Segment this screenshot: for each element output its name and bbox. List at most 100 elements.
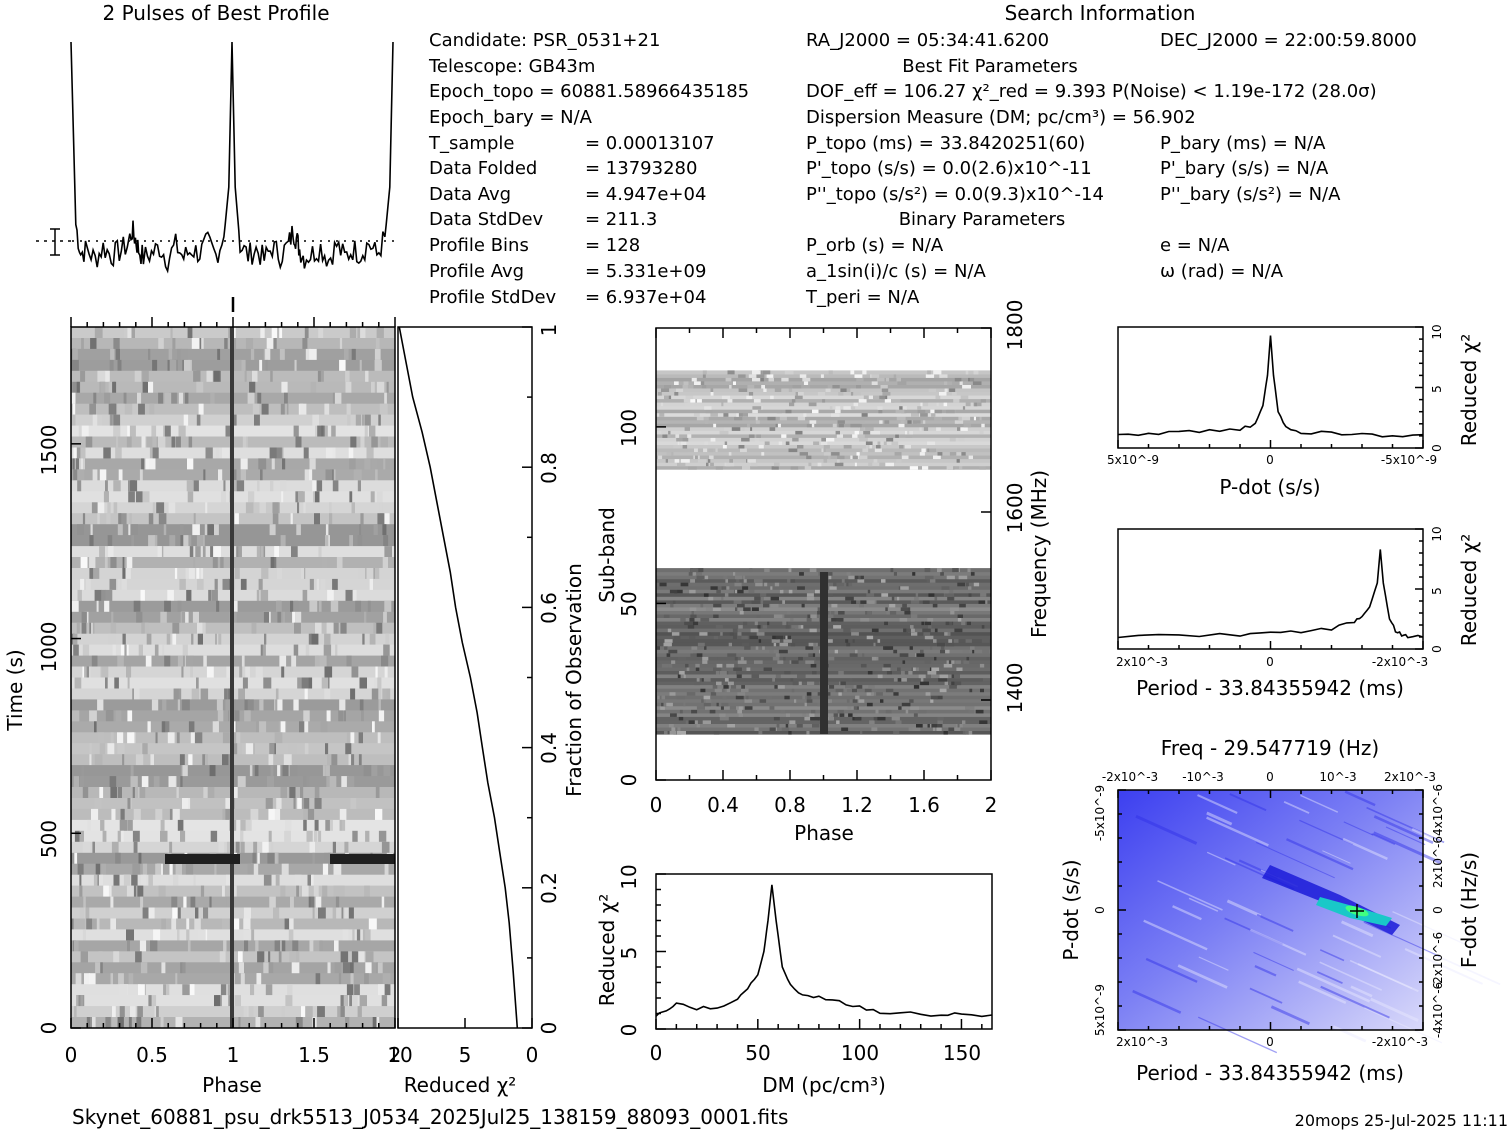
subband-cell	[678, 716, 684, 721]
time-phase-cell	[162, 644, 165, 657]
subband-cell	[886, 670, 892, 675]
subband-cell	[709, 455, 714, 460]
time-phase-cell	[115, 710, 122, 722]
subband-cell	[908, 727, 914, 731]
subband-cell	[702, 656, 709, 661]
time-phase-cell	[117, 787, 122, 799]
subband-cell	[829, 405, 833, 410]
time-phase-cell	[80, 458, 83, 470]
time-phase-cell	[147, 436, 153, 448]
subband-cell	[815, 656, 821, 661]
subband-cell	[691, 709, 698, 714]
subband-cell	[968, 455, 973, 460]
subband-cell	[891, 596, 895, 601]
time-phase-cell	[379, 403, 388, 416]
time-phase-cell	[169, 392, 177, 405]
subband-cell	[946, 409, 955, 414]
period-ticks	[1117, 528, 1424, 650]
subband-cell	[858, 575, 861, 580]
time-chi2-ticks	[397, 326, 533, 1029]
subband-cell	[746, 667, 751, 671]
pe-ytick-label: 5	[1430, 587, 1444, 595]
subband-cell	[705, 607, 713, 611]
subband-cell	[794, 395, 803, 400]
time-phase-cell	[177, 600, 182, 613]
pp-streak	[1206, 816, 1269, 847]
subband-cell	[913, 667, 916, 671]
time-phase-cell	[233, 885, 237, 898]
subband-cell	[682, 444, 688, 449]
subband-cell	[788, 589, 793, 594]
subband-cell	[856, 702, 865, 707]
subband-cell	[722, 695, 727, 700]
subband-cell	[689, 617, 695, 622]
subband-cell	[828, 370, 833, 375]
time-phase-cell	[103, 885, 109, 898]
time-phase-cell	[182, 984, 190, 996]
time-phase-cell	[232, 414, 237, 427]
time-phase-cell	[314, 819, 319, 832]
pd-topo-text: P'_topo (s/s) = 0.0(2.6)x10^-11	[806, 158, 1092, 179]
subband-cell	[677, 730, 686, 735]
tsample-value: = 0.00013107	[585, 133, 715, 154]
dm-ytick-label: 5	[617, 947, 641, 960]
time-phase-cell	[161, 918, 166, 930]
time-phase-cell	[351, 951, 359, 963]
time-phase-cell	[347, 414, 351, 427]
subband-cell	[726, 663, 735, 668]
time-phase-cell	[301, 568, 305, 580]
subband-cell	[836, 582, 844, 587]
subband-cell	[674, 391, 679, 396]
time-phase-cell	[278, 940, 286, 952]
subband-cell	[725, 578, 728, 583]
time-phase-cell	[243, 1006, 248, 1018]
pp-ytick-label: -5x10^-9	[1093, 785, 1107, 841]
telescope-text: Telescope: GB43m	[428, 56, 595, 77]
subband-cell	[798, 624, 801, 629]
time-phase-cell	[261, 644, 266, 657]
time-phase-cell	[269, 743, 275, 755]
subband-cell	[812, 723, 820, 728]
tc-xlabel: Reduced χ²	[404, 1073, 517, 1097]
time-phase-cell	[196, 535, 204, 547]
time-phase-cell	[205, 502, 208, 514]
dm-ylabel: Reduced χ²	[595, 894, 619, 1007]
time-phase-cell	[231, 600, 238, 613]
subband-cell	[736, 578, 740, 583]
subband-cell	[933, 455, 941, 460]
subband-cell	[726, 688, 731, 693]
subband-cell	[704, 441, 708, 445]
subband-cell	[909, 645, 913, 650]
tc-ytick-label: 0.4	[537, 732, 561, 764]
time-phase-cell	[170, 327, 173, 339]
time-phase-cell	[248, 1006, 254, 1018]
time-phase-cell	[351, 348, 356, 361]
subband-cell	[694, 448, 698, 453]
time-phase-cell	[266, 338, 274, 350]
subband-cell	[937, 720, 943, 724]
subband-cell	[724, 677, 729, 682]
subband-cell	[946, 575, 955, 580]
subband-cell	[934, 416, 942, 421]
subband-cell	[713, 635, 718, 640]
time-phase-cell	[127, 327, 132, 339]
subband-cell	[914, 652, 918, 657]
subband-cell	[785, 624, 790, 629]
subband-cell	[685, 402, 694, 407]
subband-cell	[790, 642, 796, 647]
subband-cell	[715, 624, 723, 629]
time-phase-cell	[284, 392, 288, 405]
subband-cell	[838, 691, 842, 696]
time-phase-cell	[354, 984, 360, 996]
subband-cell	[806, 698, 813, 703]
pp-streak	[1198, 956, 1229, 971]
time-phase-cell	[376, 327, 384, 339]
time-phase-cell	[108, 546, 114, 558]
time-phase-cell	[242, 436, 247, 448]
subband-cell	[949, 621, 953, 626]
time-phase-cell	[110, 918, 116, 930]
time-phase-cell	[81, 611, 87, 624]
subband-cell	[851, 599, 860, 604]
time-phase-cell	[104, 392, 111, 405]
